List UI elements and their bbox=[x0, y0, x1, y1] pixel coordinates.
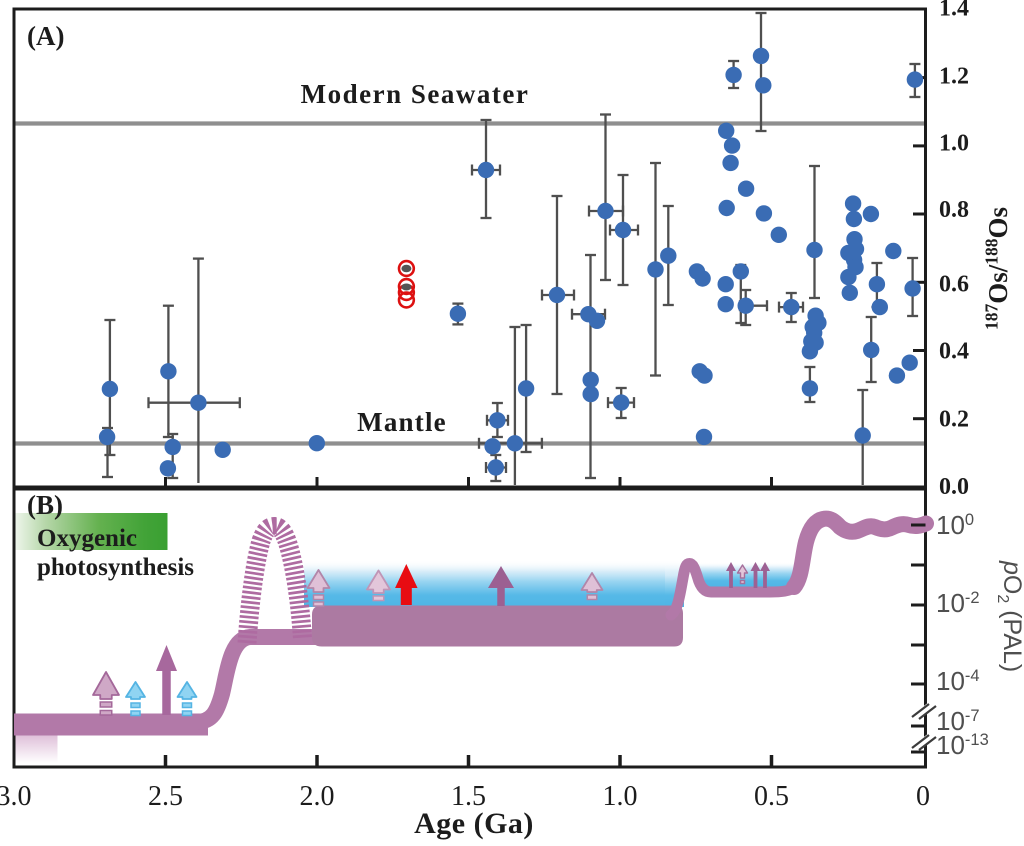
svg-text:0.4: 0.4 bbox=[939, 339, 969, 365]
svg-text:2.5: 2.5 bbox=[148, 781, 183, 812]
svg-text:10-13: 10-13 bbox=[936, 730, 989, 760]
svg-text:0.6: 0.6 bbox=[939, 272, 969, 298]
svg-text:pO2 (PAL): pO2 (PAL) bbox=[994, 560, 1024, 672]
svg-text:photosynthesis: photosynthesis bbox=[37, 554, 194, 581]
svg-text:0.0: 0.0 bbox=[939, 474, 969, 500]
svg-text:(A): (A) bbox=[27, 21, 64, 51]
svg-text:1.0: 1.0 bbox=[603, 781, 638, 812]
svg-text:187Os/188Os: 187Os/188Os bbox=[982, 207, 1014, 330]
svg-text:0: 0 bbox=[916, 781, 930, 812]
svg-text:1.4: 1.4 bbox=[939, 0, 969, 22]
svg-text:10-4: 10-4 bbox=[936, 666, 980, 696]
svg-text:10-2: 10-2 bbox=[936, 588, 980, 618]
svg-text:0.5: 0.5 bbox=[754, 781, 789, 812]
svg-text:3.0: 3.0 bbox=[0, 781, 32, 812]
svg-text:Modern Seawater: Modern Seawater bbox=[301, 79, 530, 109]
svg-text:1.2: 1.2 bbox=[939, 64, 969, 90]
svg-text:0.2: 0.2 bbox=[939, 407, 969, 433]
svg-text:1.0: 1.0 bbox=[939, 131, 969, 157]
svg-text:2.0: 2.0 bbox=[300, 781, 335, 812]
svg-text:Oxygenic: Oxygenic bbox=[37, 525, 137, 552]
svg-text:0.8: 0.8 bbox=[939, 197, 969, 223]
svg-text:Age (Ga): Age (Ga) bbox=[414, 807, 534, 840]
svg-text:Mantle: Mantle bbox=[357, 407, 447, 437]
svg-text:1.5: 1.5 bbox=[451, 781, 486, 812]
svg-text:(B): (B) bbox=[27, 490, 63, 520]
